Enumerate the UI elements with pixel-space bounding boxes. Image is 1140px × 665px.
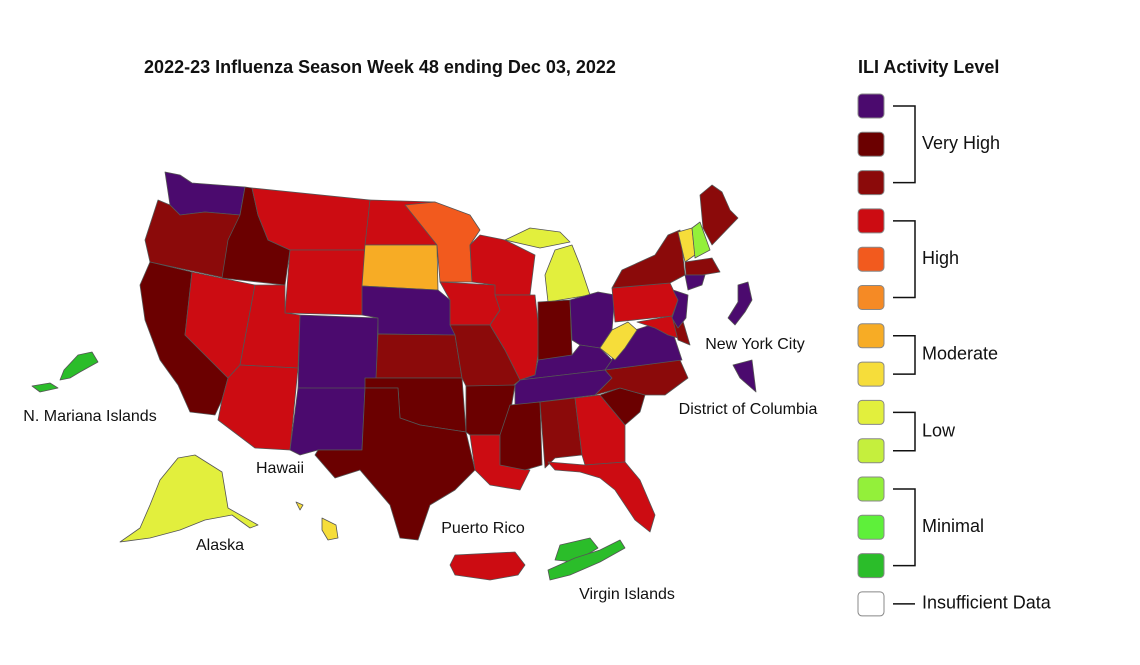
legend-swatch xyxy=(857,476,885,502)
territory-label: New York City xyxy=(705,336,805,353)
territory-label: N. Mariana Islands xyxy=(23,408,156,425)
legend-swatch xyxy=(857,399,885,425)
state xyxy=(547,461,656,533)
legend-swatch xyxy=(857,591,885,617)
legend-swatch xyxy=(857,323,885,349)
legend-label: Minimal xyxy=(922,516,984,536)
state xyxy=(284,249,366,316)
territory xyxy=(727,281,753,326)
territory xyxy=(31,382,59,393)
state xyxy=(611,282,679,323)
legend-title: ILI Activity Level xyxy=(858,57,999,77)
territory xyxy=(449,551,526,581)
territory xyxy=(59,351,99,381)
legend-bracket xyxy=(893,488,916,567)
legend-bracket xyxy=(893,335,916,375)
map-title: 2022-23 Influenza Season Week 48 ending … xyxy=(144,57,616,77)
legend-bracket xyxy=(893,105,916,184)
legend-swatch xyxy=(857,93,885,119)
legend-swatch xyxy=(857,131,885,157)
state xyxy=(611,229,686,289)
territory-label: Hawaii xyxy=(256,460,304,477)
territory xyxy=(119,454,259,543)
legend-swatch xyxy=(857,514,885,540)
legend-swatch xyxy=(857,246,885,272)
state xyxy=(699,184,739,246)
legend-swatch xyxy=(857,438,885,464)
territory xyxy=(732,359,757,393)
legend-label: Insufficient Data xyxy=(922,593,1052,613)
state xyxy=(314,387,476,541)
legend-swatch xyxy=(857,208,885,234)
state xyxy=(539,397,583,469)
territory-label: Alaska xyxy=(196,537,244,554)
legend-label: Moderate xyxy=(922,344,998,364)
state xyxy=(289,387,366,456)
state xyxy=(671,289,689,329)
legend-swatch xyxy=(857,285,885,310)
legend-swatch xyxy=(857,170,885,196)
state xyxy=(599,321,638,361)
state xyxy=(691,221,711,259)
state xyxy=(684,274,706,291)
state xyxy=(684,257,721,276)
territory xyxy=(295,501,304,511)
state xyxy=(217,364,299,451)
state xyxy=(361,244,439,291)
state xyxy=(636,315,679,339)
us-map xyxy=(31,171,757,581)
state xyxy=(544,244,591,303)
state xyxy=(251,187,371,251)
territory xyxy=(321,517,339,541)
legend-label: High xyxy=(922,248,959,268)
territory-label: Virgin Islands xyxy=(579,586,675,603)
state xyxy=(594,359,689,396)
territory-label: District of Columbia xyxy=(679,401,818,418)
territory-label: Puerto Rico xyxy=(441,520,525,537)
state xyxy=(375,333,463,379)
legend-label: Low xyxy=(922,420,956,440)
map-labels: N. Mariana Islands Hawaii Alaska Puerto … xyxy=(23,336,817,603)
state xyxy=(164,171,246,216)
legend-swatch xyxy=(857,361,885,387)
territory xyxy=(547,539,626,581)
legend-bracket xyxy=(893,411,916,452)
legend-swatch xyxy=(857,553,885,579)
legend: ILI Activity Level Very High High Moderate… xyxy=(857,57,1052,617)
legend-bracket xyxy=(893,220,916,299)
state xyxy=(537,299,573,366)
legend-label: Very High xyxy=(922,133,1000,153)
state xyxy=(504,227,571,249)
